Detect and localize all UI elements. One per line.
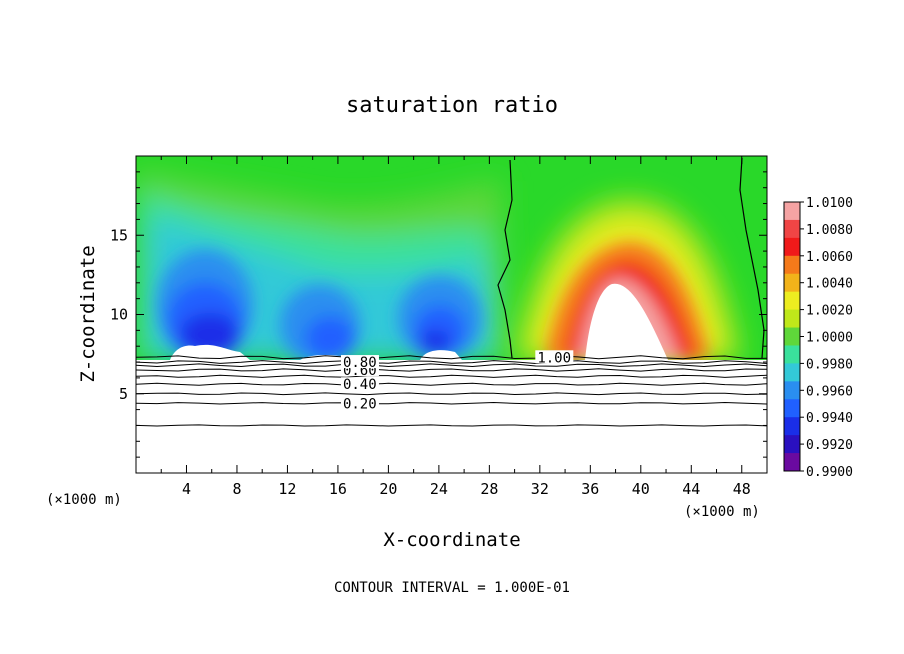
colorbar-swatch xyxy=(784,345,800,364)
contour-line xyxy=(135,374,768,378)
contour-label-bg xyxy=(340,396,379,410)
colorbar-swatch xyxy=(784,291,800,311)
colorbar-tick-label: 1.0000 xyxy=(806,331,853,346)
contour-line xyxy=(135,392,768,396)
colorbar-tick-label: 0.9900 xyxy=(806,465,853,480)
colorbar-tick-label: 1.0100 xyxy=(806,196,853,211)
contour-labels: 0.200.400.600.80 1.00 xyxy=(340,350,574,412)
contour-label: 0.40 xyxy=(343,377,377,393)
y-tick-label: 5 xyxy=(119,385,128,403)
contour-line xyxy=(135,363,768,368)
colorbar-swatch xyxy=(784,255,800,275)
colorbar-swatch xyxy=(784,273,800,293)
colorbar: 1.0100 1.0080 1.0060 1.0040 1.0020 1.0000 0.99… xyxy=(783,196,853,480)
saturation-field xyxy=(136,156,767,360)
contour-label: 0.80 xyxy=(343,355,377,371)
colorbar-swatch xyxy=(784,417,800,436)
x-tick-label: 12 xyxy=(278,480,296,498)
colorbar-swatch xyxy=(784,435,800,454)
y-axis-title: Z-coordinate xyxy=(77,245,99,382)
x-unit-label: (×1000 m) xyxy=(684,504,760,520)
contour-lines xyxy=(135,355,768,427)
colorbar-tick-label: 0.9920 xyxy=(806,438,853,453)
x-tick-label: 32 xyxy=(531,480,549,498)
chart-title: saturation ratio xyxy=(346,93,558,118)
x-tick-label: 16 xyxy=(329,480,347,498)
field-blob xyxy=(419,330,451,354)
contour-label-bg xyxy=(535,350,574,364)
y-tick-label: 15 xyxy=(110,226,128,244)
colorbar-swatch xyxy=(784,399,800,418)
contour-line xyxy=(135,368,768,372)
x-tick-label: 24 xyxy=(430,480,448,498)
contour-line xyxy=(135,382,768,386)
x-tick-label: 44 xyxy=(682,480,700,498)
colorbar-swatch xyxy=(784,202,800,221)
contour-label-bg xyxy=(340,377,379,391)
contour-line xyxy=(135,355,768,360)
contour-label: 1.00 xyxy=(537,350,571,366)
x-tick-label: 36 xyxy=(581,480,599,498)
colorbar-tick-label: 1.0060 xyxy=(806,250,853,265)
x-tick-label: 8 xyxy=(232,480,241,498)
contour-interval-note: CONTOUR INTERVAL = 1.000E-01 xyxy=(334,580,570,596)
contour-line xyxy=(135,360,768,365)
x-tick-label: 40 xyxy=(632,480,650,498)
colorbar-swatch xyxy=(784,219,800,239)
colorbar-tick-label: 1.0040 xyxy=(806,277,853,292)
x-tick-label: 20 xyxy=(379,480,397,498)
colorbar-swatch xyxy=(784,309,800,329)
colorbar-swatch xyxy=(784,381,800,400)
x-tick-label: 48 xyxy=(733,480,751,498)
contour-line-left xyxy=(497,159,513,359)
contour-label: 0.20 xyxy=(343,396,377,412)
colorbar-swatch xyxy=(784,327,800,346)
colorbar-tick-label: 0.9980 xyxy=(806,357,853,372)
x-tick-label: 4 xyxy=(182,480,191,498)
x-axis-title: X-coordinate xyxy=(383,529,520,551)
cloud-core xyxy=(585,283,668,360)
cloud-bump xyxy=(170,344,250,360)
colorbar-swatch xyxy=(784,453,800,472)
x-tick-label: 28 xyxy=(480,480,498,498)
colorbar-tick-label: 0.9940 xyxy=(806,411,853,426)
colorbar-swatch xyxy=(784,363,800,382)
y-axis-ticks: 5 10 15 xyxy=(110,171,767,458)
colorbar-swatch xyxy=(784,237,800,257)
contour-line xyxy=(135,401,768,405)
contour-line xyxy=(135,424,768,427)
colorbar-tick-label: 1.0080 xyxy=(806,223,853,238)
contour-label-bg xyxy=(340,355,379,369)
y-tick-label: 10 xyxy=(110,306,128,324)
z-unit-label: (×1000 m) xyxy=(46,492,122,508)
colorbar-tick-label: 0.9960 xyxy=(806,384,853,399)
field-blob xyxy=(305,316,355,360)
colorbar-tick-label: 1.0020 xyxy=(806,304,853,319)
x-axis-ticks: 4 8 12 16 20 24 28 32 36 40 44 48 xyxy=(160,156,751,498)
